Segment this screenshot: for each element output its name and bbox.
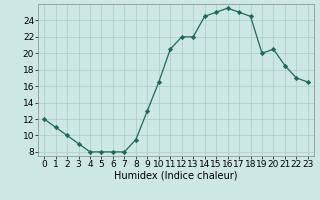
X-axis label: Humidex (Indice chaleur): Humidex (Indice chaleur) xyxy=(114,171,238,181)
